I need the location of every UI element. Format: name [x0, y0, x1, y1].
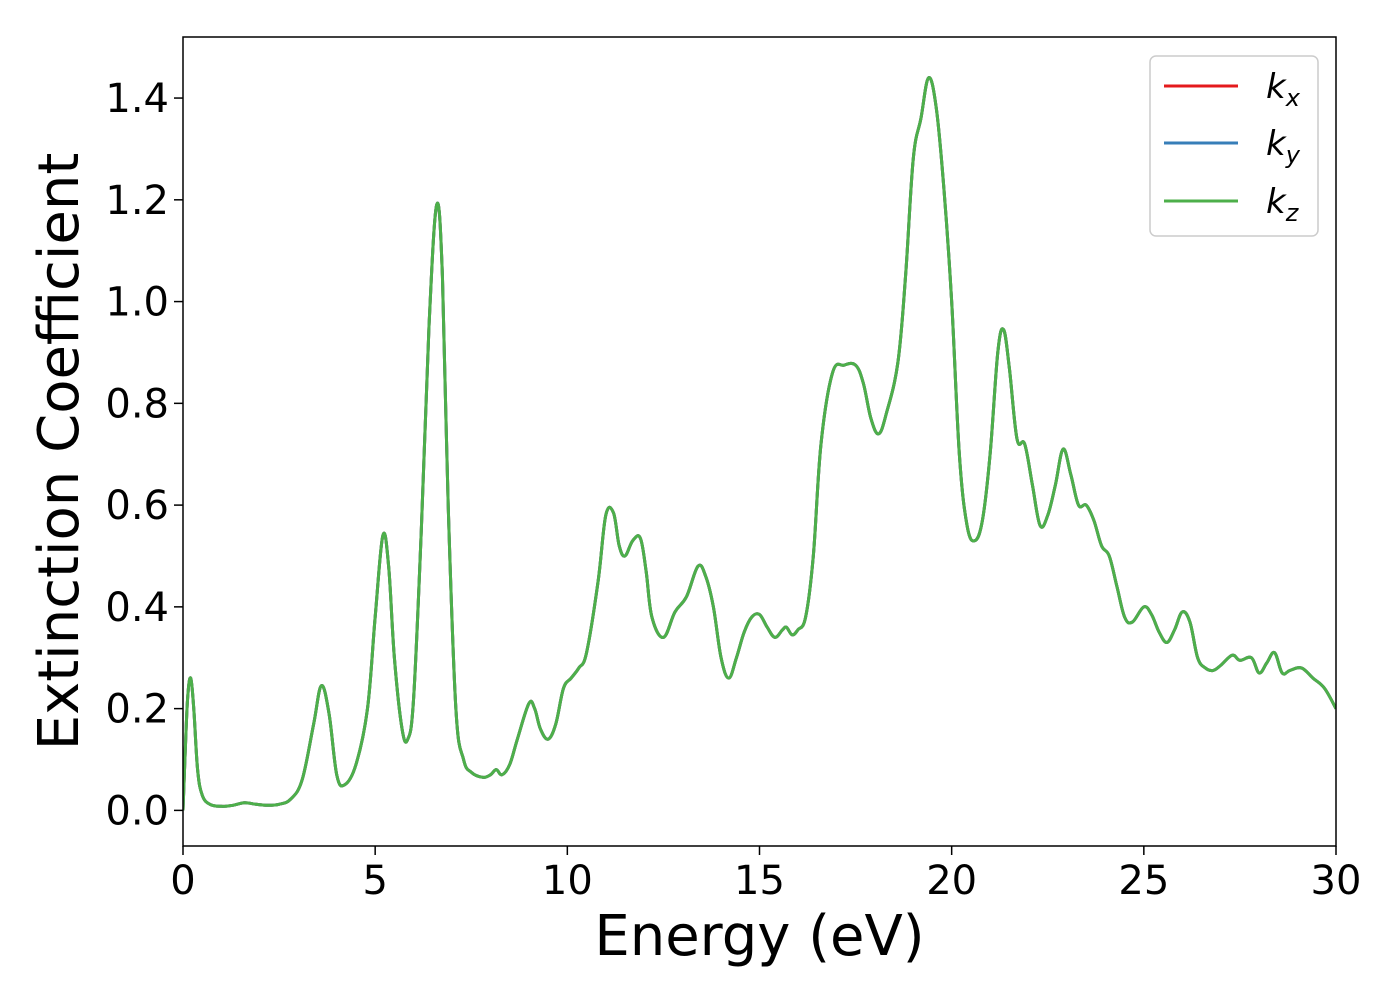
y-tick-label: 0.6 — [105, 483, 169, 529]
plot-area — [183, 76, 1336, 811]
x-tick-label: 20 — [926, 858, 977, 904]
y-tick-label: 0.4 — [105, 585, 169, 631]
series-line-kz — [183, 76, 1336, 811]
legend: kx ky kz — [1149, 55, 1319, 237]
y-tick-label: 1.0 — [105, 280, 169, 326]
x-tick-label: 30 — [1311, 858, 1362, 904]
legend-box — [1149, 55, 1319, 237]
y-tick-label: 0.2 — [105, 687, 169, 733]
legend-label-ky: ky — [1266, 124, 1301, 169]
y-tick-label: 1.4 — [105, 76, 169, 122]
x-axis-label: Energy (eV) — [594, 904, 924, 969]
x-tick-label: 10 — [542, 858, 593, 904]
x-tick-label: 25 — [1118, 858, 1169, 904]
x-tick-label: 0 — [170, 858, 195, 904]
x-axis-ticks: 0 5 10 15 20 25 30 — [170, 846, 1361, 904]
legend-label-kx: kx — [1266, 67, 1301, 112]
x-tick-label: 5 — [362, 858, 387, 904]
y-tick-label: 0.0 — [105, 788, 169, 834]
legend-label-kz: kz — [1266, 182, 1300, 227]
y-tick-label: 1.2 — [105, 178, 169, 224]
x-tick-label: 15 — [734, 858, 785, 904]
y-tick-label: 0.8 — [105, 381, 169, 427]
y-axis-ticks: 0.0 0.2 0.4 0.6 0.8 1.0 1.2 1.4 — [105, 76, 183, 834]
y-axis-label: Extinction Coefficient — [27, 153, 92, 751]
